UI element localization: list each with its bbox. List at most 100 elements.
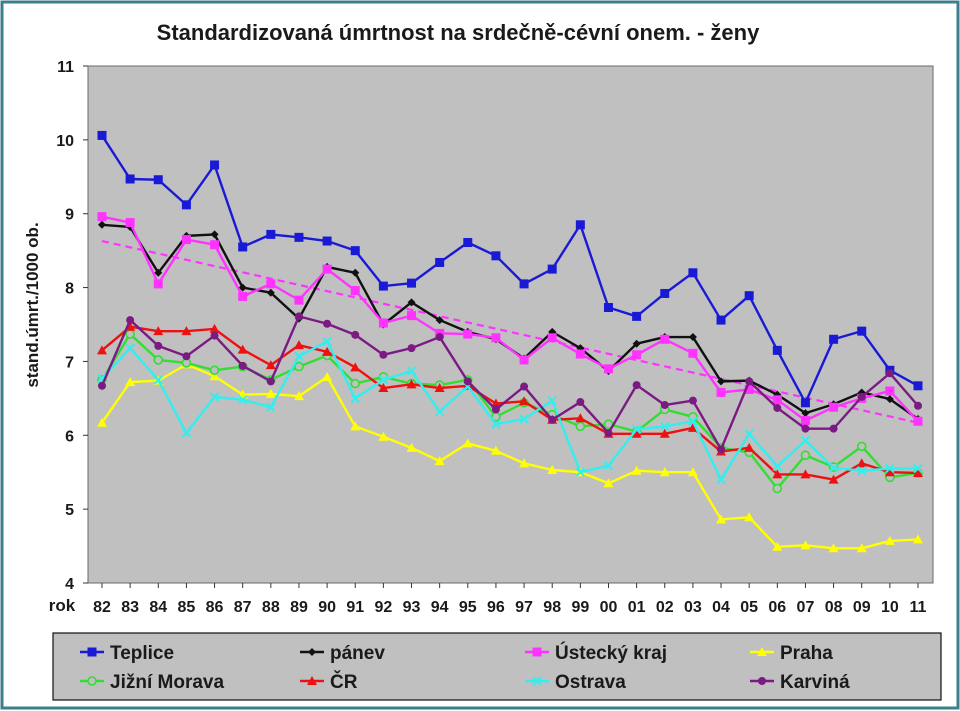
- data-point: [632, 339, 641, 348]
- data-point: [913, 534, 923, 544]
- data-point: [294, 295, 304, 305]
- data-point: [884, 467, 895, 477]
- y-tick-label: 11: [57, 59, 74, 76]
- data-point: [238, 291, 248, 301]
- data-point: [97, 212, 107, 222]
- x-tick-label: 94: [431, 599, 449, 616]
- data-point: [182, 352, 191, 361]
- legend-item: Ostrava: [525, 672, 626, 693]
- data-point: [378, 375, 389, 385]
- data-point: [632, 381, 641, 390]
- marker-stroke: [209, 392, 220, 402]
- data-point: [322, 336, 332, 347]
- data-point: [603, 460, 614, 471]
- data-point: [632, 350, 642, 360]
- data-point: [154, 341, 163, 350]
- data-point: [857, 466, 867, 476]
- data-point: [97, 417, 107, 427]
- data-point: [463, 377, 472, 386]
- data-point: [885, 395, 894, 404]
- y-tick-label: 4: [65, 576, 74, 593]
- x-tick-label: 98: [543, 599, 561, 616]
- data-point: [265, 388, 276, 398]
- data-point: [716, 514, 727, 524]
- data-point: [322, 236, 332, 246]
- data-point: [603, 364, 613, 374]
- series-Ostrava: [97, 336, 923, 485]
- data-point: [209, 323, 220, 333]
- data-point: [800, 398, 810, 408]
- data-point: [351, 330, 360, 339]
- marker-stroke: [688, 416, 698, 426]
- data-point: [434, 383, 445, 393]
- legend-marker: [532, 647, 542, 657]
- data-point: [829, 402, 839, 412]
- legend-label: pánev: [330, 643, 385, 664]
- data-point: [238, 361, 247, 370]
- marker-stroke: [153, 375, 163, 385]
- data-point: [519, 458, 530, 468]
- data-point: [378, 383, 389, 393]
- data-point: [519, 396, 530, 406]
- marker-stroke: [800, 435, 811, 446]
- data-point: [631, 428, 642, 438]
- data-point: [434, 406, 445, 417]
- data-point: [772, 345, 782, 355]
- data-point: [181, 235, 191, 245]
- series-Karviná: [98, 312, 922, 454]
- data-point: [265, 360, 276, 370]
- data-point: [322, 371, 333, 381]
- data-point: [575, 220, 585, 230]
- x-tick-label: 92: [374, 599, 392, 616]
- x-tick-label: 96: [487, 599, 505, 616]
- x-tick-label: 04: [712, 599, 730, 616]
- data-point: [745, 377, 754, 386]
- data-point: [266, 377, 275, 386]
- marker-stroke: [603, 460, 614, 471]
- marker-stroke: [294, 351, 304, 361]
- data-point: [547, 264, 557, 274]
- data-point: [294, 351, 304, 361]
- x-axis-ticks: 82 83 84 85 86 87 88 89 90 91 92 93 94 95 96 97 98 99 00 01…: [93, 583, 927, 616]
- x-tick-label: 85: [178, 599, 196, 616]
- data-point: [407, 298, 416, 307]
- data-point: [576, 398, 585, 407]
- marker-stroke: [350, 393, 360, 404]
- data-point: [800, 450, 811, 461]
- marker-stroke: [378, 375, 389, 385]
- data-point: [238, 242, 248, 252]
- plot-area: [87, 65, 934, 584]
- x-tick-label: 01: [628, 599, 646, 616]
- legend-label: ČR: [330, 671, 358, 693]
- data-point: [744, 512, 755, 522]
- marker-stroke: [716, 474, 726, 485]
- data-point: [379, 350, 388, 359]
- y-axis-ticks: 4 5 6 7 8 9 10 11: [56, 59, 88, 593]
- data-point: [323, 319, 332, 328]
- legend-marker: [87, 676, 97, 686]
- x-tick-label: 97: [515, 599, 533, 616]
- marker-stroke: [575, 467, 586, 477]
- legend: Teplice pánev Ústecký kraj Praha Jižní Morav…: [80, 642, 850, 693]
- data-point: [604, 429, 613, 438]
- data-point: [350, 421, 361, 431]
- data-point: [294, 361, 304, 372]
- x-tick-label: 95: [459, 599, 477, 616]
- legend-item: Teplice: [80, 643, 174, 664]
- marker-stroke: [237, 395, 248, 405]
- data-point: [350, 246, 360, 256]
- data-point: [744, 429, 754, 439]
- data-point: [688, 416, 698, 426]
- data-point: [884, 535, 895, 545]
- marker-stroke: [660, 421, 670, 432]
- data-point: [209, 365, 220, 376]
- legend-label: Jižní Morava: [110, 672, 224, 693]
- data-point: [181, 428, 192, 438]
- data-point: [266, 402, 276, 412]
- data-point: [547, 333, 557, 343]
- x-tick-label: 00: [600, 599, 618, 616]
- data-point: [659, 467, 670, 477]
- x-tick-label: 82: [93, 599, 111, 616]
